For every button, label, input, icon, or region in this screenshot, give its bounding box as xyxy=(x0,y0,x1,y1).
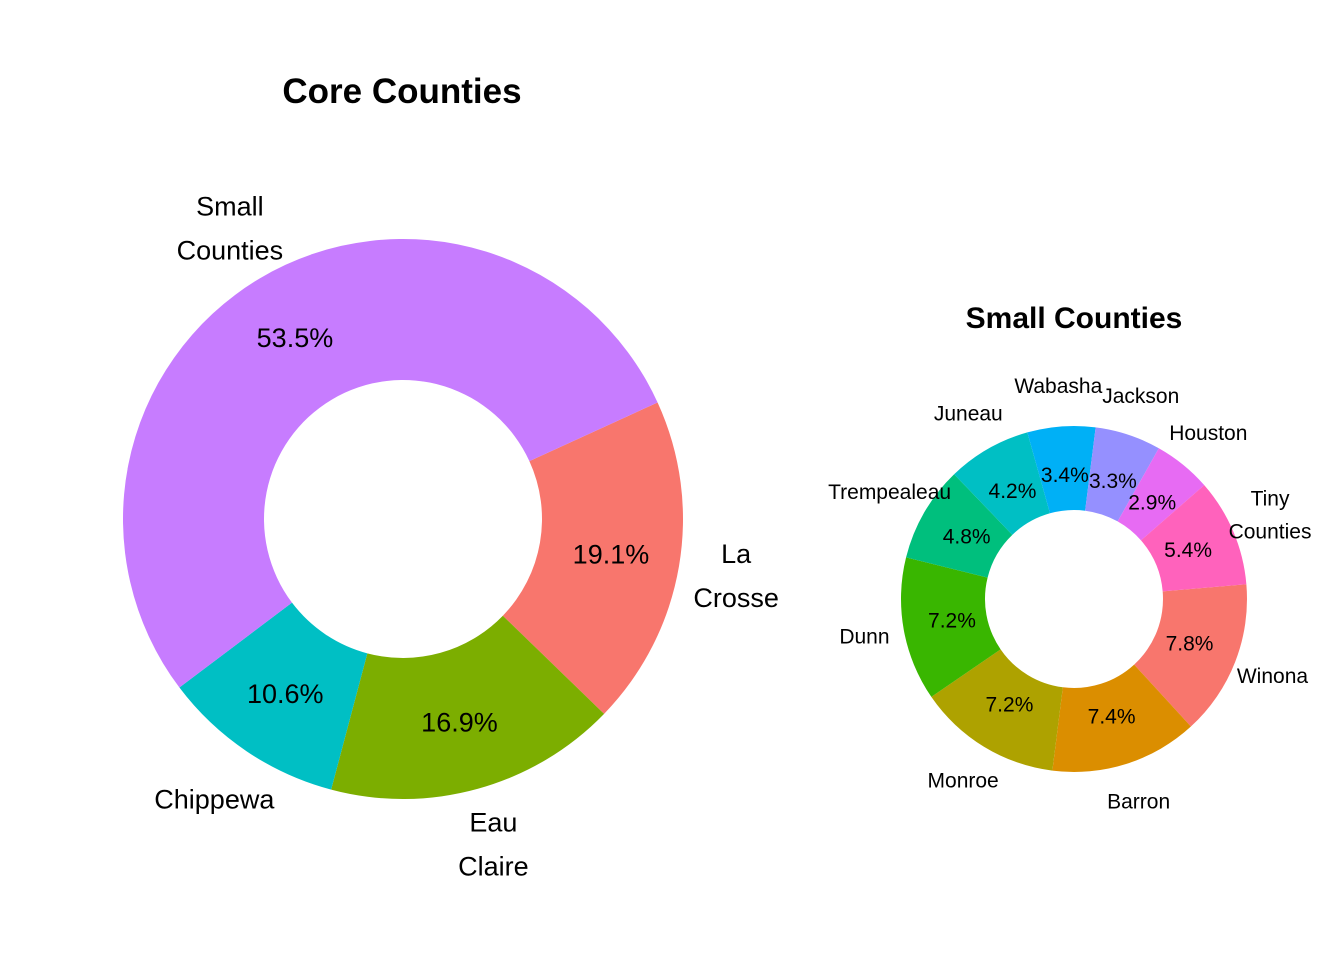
small-percent-label-1: 7.4% xyxy=(1088,706,1136,729)
core-percent-label-2: 10.6% xyxy=(247,679,324,709)
small-percent-label-0: 7.8% xyxy=(1166,633,1214,656)
small-category-label-7: Jackson xyxy=(1102,385,1179,408)
core-percent-label-1: 16.9% xyxy=(421,707,498,737)
donut-chart-core: 19.1% La Crosse 16.9% Eau Claire 10.6% Chippewa… xyxy=(123,192,779,882)
small-slice-4 xyxy=(906,474,1013,578)
small-percent-label-8: 2.9% xyxy=(1128,491,1176,514)
small-slice-9 xyxy=(1140,485,1247,592)
small-slice-5 xyxy=(954,432,1050,535)
small-category-label-9: Tiny Counties xyxy=(1229,488,1312,544)
small-percent-label-9: 5.4% xyxy=(1164,539,1212,562)
core-slice-0 xyxy=(502,402,684,714)
core-slice-1 xyxy=(331,615,605,800)
small-category-label-6: Wabasha xyxy=(1014,375,1102,398)
small-slice-1 xyxy=(1052,664,1191,772)
small-category-label-1: Barron xyxy=(1107,790,1170,813)
small-slice-0 xyxy=(1134,584,1247,727)
core-category-label-1: Eau Claire xyxy=(458,808,529,882)
small-percent-label-3: 7.2% xyxy=(928,610,976,633)
core-category-label-3: Small Counties xyxy=(177,192,284,266)
small-percent-label-6: 3.4% xyxy=(1041,464,1089,487)
small-slice-6 xyxy=(1027,426,1096,514)
small-slice-2 xyxy=(931,649,1063,771)
chart-title-small: Small Counties xyxy=(966,302,1183,335)
small-slice-7 xyxy=(1085,427,1159,522)
small-percent-label-4: 4.8% xyxy=(943,525,991,548)
core-category-label-2: Chippewa xyxy=(154,784,275,814)
small-percent-label-7: 3.3% xyxy=(1089,470,1137,493)
chart-title-core: Core Counties xyxy=(282,72,521,111)
small-category-label-0: Winona xyxy=(1237,665,1309,688)
core-slice-3 xyxy=(123,239,658,688)
small-category-label-5: Juneau xyxy=(934,403,1003,426)
core-percent-label-3: 53.5% xyxy=(257,323,334,353)
donut-chart-small: 7.8% Winona 7.4% Barron 7.2% Monroe 7.2% Dunn 4.… xyxy=(828,375,1311,813)
small-category-label-3: Dunn xyxy=(839,625,889,648)
core-slice-2 xyxy=(179,602,368,790)
small-slice-3 xyxy=(900,557,1001,697)
small-category-label-2: Monroe xyxy=(928,769,999,792)
small-slice-8 xyxy=(1117,448,1205,541)
small-category-label-8: Houston xyxy=(1169,422,1247,445)
core-category-label-0: La Crosse xyxy=(693,539,779,613)
small-percent-label-2: 7.2% xyxy=(986,693,1034,716)
core-percent-label-0: 19.1% xyxy=(573,540,650,570)
small-category-label-4: Trempealeau xyxy=(828,481,951,504)
small-percent-label-5: 4.2% xyxy=(989,480,1037,503)
